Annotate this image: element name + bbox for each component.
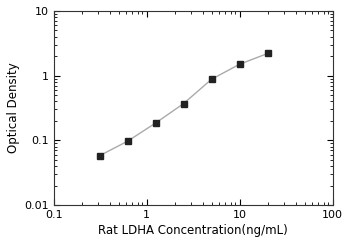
X-axis label: Rat LDHA Concentration(ng/mL): Rat LDHA Concentration(ng/mL) xyxy=(98,224,288,237)
Y-axis label: Optical Density: Optical Density xyxy=(7,63,20,153)
